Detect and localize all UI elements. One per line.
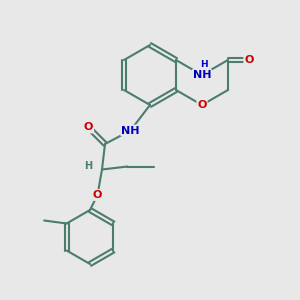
Text: O: O bbox=[84, 122, 93, 133]
Text: O: O bbox=[244, 55, 254, 65]
Text: H: H bbox=[84, 161, 93, 171]
Text: NH: NH bbox=[193, 70, 211, 80]
Text: NH: NH bbox=[121, 125, 140, 136]
Text: O: O bbox=[197, 100, 207, 110]
Text: H: H bbox=[200, 60, 207, 69]
Text: O: O bbox=[93, 190, 102, 200]
